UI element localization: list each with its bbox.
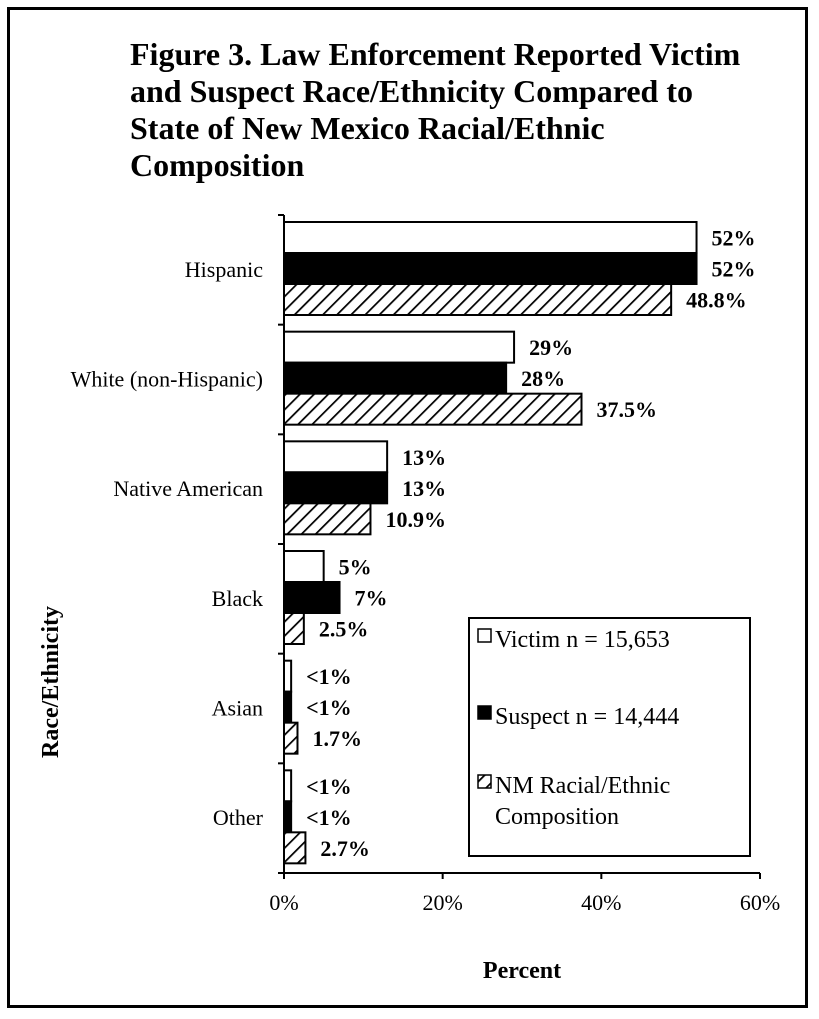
data-label-black-hispanic: 52% [712,257,756,282]
bar-black-black [283,581,341,614]
data-label-hatched-native-american: 10.9% [385,507,446,532]
x-tick-label: 60% [740,890,780,915]
x-tick-label: 20% [423,890,463,915]
data-label-black-white-non-hispanic: 28% [521,366,565,391]
data-label-hatched-hispanic: 48.8% [686,288,747,313]
category-label-hispanic: Hispanic [185,257,263,282]
bar-black-white-non-hispanic [283,361,508,395]
bar-hatched-white-non-hispanic [283,392,583,426]
bar-white-native-american [283,440,389,474]
bar-hatched-black [283,612,305,645]
category-label-native-american: Native American [113,476,263,501]
data-label-white-native-american: 13% [402,445,446,470]
category-label-white-non-hispanic: White (non-Hispanic) [71,367,263,392]
data-label-white-other: <1% [306,774,352,799]
data-label-hatched-asian: 1.7% [312,726,362,751]
legend-box [468,617,751,857]
data-label-white-white-non-hispanic: 29% [529,335,573,360]
data-label-white-hispanic: 52% [712,226,756,251]
bar-white-white-non-hispanic [283,330,516,364]
plot-area: 52% 52% 48.8% Hispanic 29% 28% 37.5% White (non… [38,214,780,984]
x-tick-label: 40% [581,890,621,915]
data-label-hatched-other: 2.7% [320,836,370,861]
y-axis-title: Race/Ethnicity [38,606,64,758]
legend-label-white: Victim n = 15,653 [495,627,670,653]
x-tick-label: 0% [269,890,298,915]
bar-white-asian [283,659,293,693]
data-label-hatched-white-non-hispanic: 37.5% [597,397,658,422]
category-label-other: Other [213,805,264,830]
bar-white-other [283,769,293,803]
category-label-black: Black [212,586,263,611]
x-axis-title: Percent [483,958,561,984]
legend: Victim n = 15,653 Suspect n = 14,444 NM Ra… [468,617,751,857]
legend-label-hatched: NM Racial/Ethnic Composition [495,773,670,830]
chart-title: Figure 3. Law Enforcement Reported Victi… [130,36,741,183]
bar-black-asian [283,690,293,724]
data-label-black-black: 7% [355,586,388,611]
bar-black-native-american [283,471,389,505]
category-label-asian: Asian [212,696,263,721]
data-label-black-native-american: 13% [402,476,446,501]
bar-white-hispanic [283,221,698,254]
data-label-white-black: 5% [339,555,372,580]
legend-label-black: Suspect n = 14,444 [495,704,679,730]
data-label-hatched-black: 2.5% [319,617,369,642]
bar-hatched-hispanic [283,283,673,316]
bar-black-hispanic [283,252,698,285]
bar-hatched-other [283,831,307,865]
data-label-black-other: <1% [306,805,352,830]
bar-hatched-asian [283,721,299,755]
bar-black-other [283,800,293,834]
legend-swatch-white [477,628,492,643]
legend-swatch-black [477,705,492,720]
data-label-black-asian: <1% [306,695,352,720]
legend-swatch-hatched [477,774,492,789]
data-label-white-asian: <1% [306,664,352,689]
bar-hatched-native-american [283,502,372,536]
bar-white-black [283,550,325,583]
figure-frame [7,7,808,1008]
